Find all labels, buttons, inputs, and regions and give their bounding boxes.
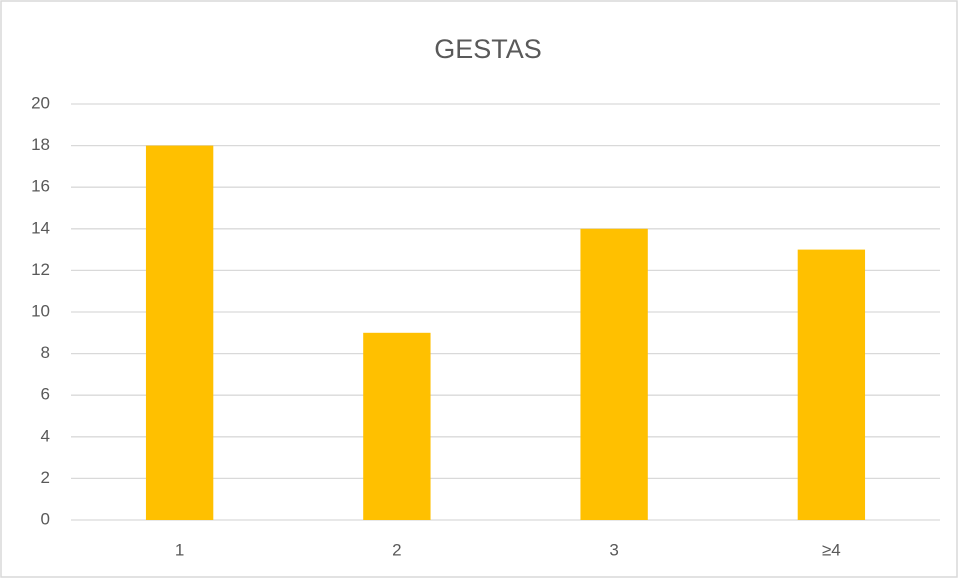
x-tick-label: 1 <box>175 540 184 559</box>
y-tick-label: 14 <box>31 218 50 237</box>
x-tick-label: 3 <box>609 540 618 559</box>
x-tick-label: ≥4 <box>822 540 841 559</box>
bar <box>363 332 431 520</box>
y-tick-label: 4 <box>41 426 50 445</box>
bar <box>580 228 648 521</box>
y-tick-label: 20 <box>31 93 50 112</box>
y-tick-label: 6 <box>41 385 50 404</box>
y-tick-label: 16 <box>31 177 50 196</box>
y-tick-label: 18 <box>31 135 50 154</box>
chart-title: GESTAS <box>434 34 542 64</box>
y-tick-label: 2 <box>41 468 50 487</box>
bar <box>797 249 866 520</box>
y-tick-label: 0 <box>41 509 50 528</box>
bar <box>145 145 214 520</box>
x-tick-label: 2 <box>392 540 401 559</box>
y-tick-label: 12 <box>31 260 50 279</box>
y-tick-label: 8 <box>41 343 50 362</box>
y-tick-label: 10 <box>31 301 50 320</box>
